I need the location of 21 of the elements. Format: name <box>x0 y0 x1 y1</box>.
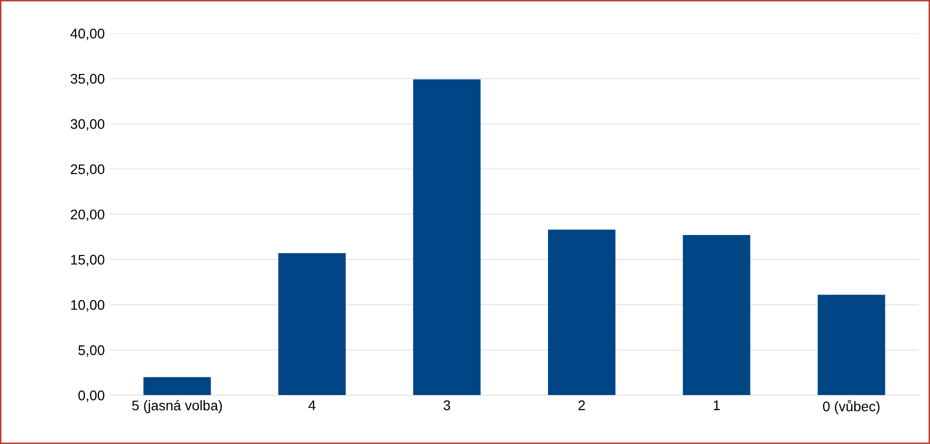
y-tick-label: 0,00 <box>78 390 104 402</box>
x-tick-label: 5 (jasná volba) <box>132 400 222 414</box>
y-tick-label: 25,00 <box>70 164 104 176</box>
y-tick-label: 20,00 <box>70 210 104 222</box>
x-tick-label: 0 (vůbec) <box>823 400 880 414</box>
x-tick-label: 3 <box>444 400 450 410</box>
y-tick-label: 10,00 <box>71 300 104 312</box>
y-tick-label: 15,00 <box>71 254 104 266</box>
bar <box>682 235 750 396</box>
bar <box>818 294 886 396</box>
y-tick-label: 30,00 <box>70 119 104 131</box>
y-tick-label: 5,00 <box>78 345 104 357</box>
bar <box>548 230 616 396</box>
x-tick-label: 2 <box>578 400 585 410</box>
bar <box>413 79 481 396</box>
y-tick-label: 40,00 <box>70 28 104 40</box>
y-tick-label: 35,00 <box>70 74 104 86</box>
x-tick-label: 1 <box>714 400 720 410</box>
bar <box>143 377 211 396</box>
bar <box>278 253 346 396</box>
x-tick-label: 4 <box>308 400 316 410</box>
